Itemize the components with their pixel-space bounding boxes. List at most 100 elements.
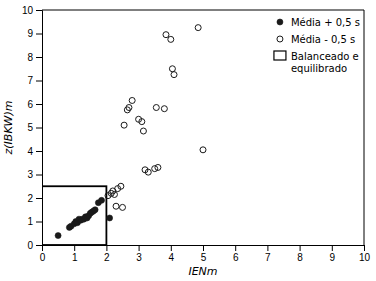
tick: 10 [22,5,42,16]
plot: 012345678910012345678910Média + 0,5 sMéd… [22,5,371,263]
legend-label-line: Média + 0,5 s [291,17,360,28]
tick-label: 9 [27,28,33,39]
tick-mark [36,81,42,82]
tick: 3 [27,169,42,180]
y-axis: 0 1 2 3 4 5 6 7 8 9 10 [22,5,43,251]
legend-item: Média + 0,5 s [277,17,360,28]
legend-item: Balanceado eequilibrado [274,51,359,74]
tick-mark [36,104,42,105]
series [55,197,113,238]
point [155,164,161,170]
tick: 6 [27,99,42,110]
tick-label: 2 [104,252,110,263]
tick-label: 8 [27,52,33,63]
point [99,197,105,203]
tick-label: 6 [233,252,239,263]
tick-mark [106,245,107,251]
tick-label: 2 [27,193,33,204]
legend-label-line: equilibrado [291,63,347,74]
point [195,25,201,31]
tick-label: 6 [27,99,33,110]
tick: 2 [27,193,42,204]
point [140,128,146,134]
tick: 0 [40,245,46,263]
tick-mark [332,245,333,251]
tick-mark [36,198,42,199]
axis-line [36,11,43,246]
tick-label: 10 [359,252,371,263]
tick: 6 [233,245,239,263]
tick-label: 3 [27,169,33,180]
point [120,204,126,210]
tick: 3 [136,245,142,263]
tick: 10 [359,245,371,263]
point [111,191,117,197]
tick-label: 5 [201,252,207,263]
tick-label: 7 [265,252,271,263]
tick: 0 [27,240,42,251]
legend-label: Média - 0,5 s [291,34,355,45]
tick-mark [139,245,140,251]
tick: 1 [72,245,78,263]
frame [42,10,364,11]
legend-swatch [277,36,283,42]
point [161,106,167,112]
chart: 012345678910012345678910Média + 0,5 sMéd… [0,0,376,281]
point [118,183,124,189]
tick-label: 10 [22,5,34,16]
legend-label-line: Balanceado e [291,51,359,62]
tick: 4 [27,146,42,157]
point [169,66,175,72]
point [168,36,174,42]
tick-label: 0 [27,240,33,251]
tick: 2 [104,245,110,263]
tick-mark [36,10,42,11]
tick-mark [36,222,42,223]
tick: 7 [265,245,271,263]
tick-label: 7 [27,75,33,86]
point [200,147,206,153]
tick: 5 [201,245,207,263]
point [121,122,127,128]
legend-swatch [277,19,283,25]
legend-label: Média + 0,5 s [291,17,360,28]
tick-label: 1 [72,252,78,263]
tick-label: 4 [27,146,33,157]
tick-mark [36,34,42,35]
marks [42,25,206,245]
tick: 4 [169,245,175,263]
tick-mark [36,151,42,152]
tick-mark [235,245,236,251]
point [92,207,98,213]
point [139,119,145,125]
legend: Média + 0,5 s Média - 0,5 s Balanceado eeq… [274,17,360,74]
point [113,203,119,209]
tick: 1 [27,216,42,227]
tick: 7 [27,75,42,86]
point [145,169,151,175]
point [126,105,132,111]
tick-mark [171,245,172,251]
legend-label: Balanceado eequilibrado [291,51,359,74]
axis-line [43,246,365,252]
point [153,105,159,111]
tick: 9 [330,245,336,263]
tick: 5 [27,122,42,133]
tick-mark [300,245,301,251]
tick-label: 8 [297,252,303,263]
tick-label: 3 [136,252,142,263]
x-axis-label: IENm [188,265,217,278]
series [105,25,206,211]
tick-label: 9 [330,252,336,263]
tick: 8 [27,52,42,63]
legend-swatch [274,51,286,60]
tick-mark [36,57,42,58]
legend-label-line: Média - 0,5 s [291,34,355,45]
tick-label: 0 [40,252,46,263]
frame [364,10,365,245]
y-axis-label: z(IBKW)m [2,101,15,156]
tick-label: 5 [27,122,33,133]
tick-mark [36,245,42,246]
tick-mark [36,128,42,129]
tick: 9 [27,28,42,39]
